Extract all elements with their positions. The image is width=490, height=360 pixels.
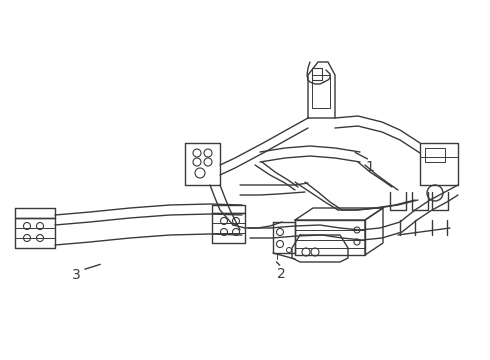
- Text: 3: 3: [72, 269, 80, 282]
- Text: 1: 1: [366, 161, 374, 174]
- Text: 2: 2: [277, 267, 286, 280]
